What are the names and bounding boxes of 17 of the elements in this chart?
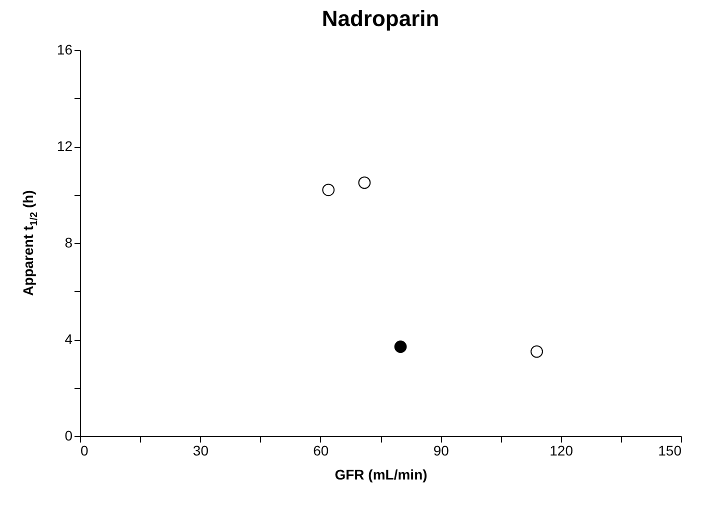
x-tick-label: 0 — [80, 442, 88, 458]
y-tick-label: 0 — [64, 428, 73, 444]
y-tick-label: 4 — [64, 331, 73, 347]
x-tick-label: 90 — [433, 442, 450, 458]
point — [322, 184, 335, 196]
x-axis-title: GFR (mL/min) — [334, 466, 428, 482]
y-tick-label: 8 — [64, 234, 73, 250]
point — [530, 345, 543, 358]
x-tick-label: 120 — [550, 442, 574, 458]
chart-title: Nadroparin — [322, 6, 440, 31]
y-tick-label: 16 — [56, 42, 73, 58]
x-tick-label: 150 — [658, 442, 682, 458]
y-tick-label: 12 — [56, 138, 73, 154]
x-tick-label: 30 — [192, 442, 209, 458]
point — [358, 176, 371, 189]
x-tick-label: 60 — [313, 442, 329, 458]
point — [394, 340, 407, 353]
